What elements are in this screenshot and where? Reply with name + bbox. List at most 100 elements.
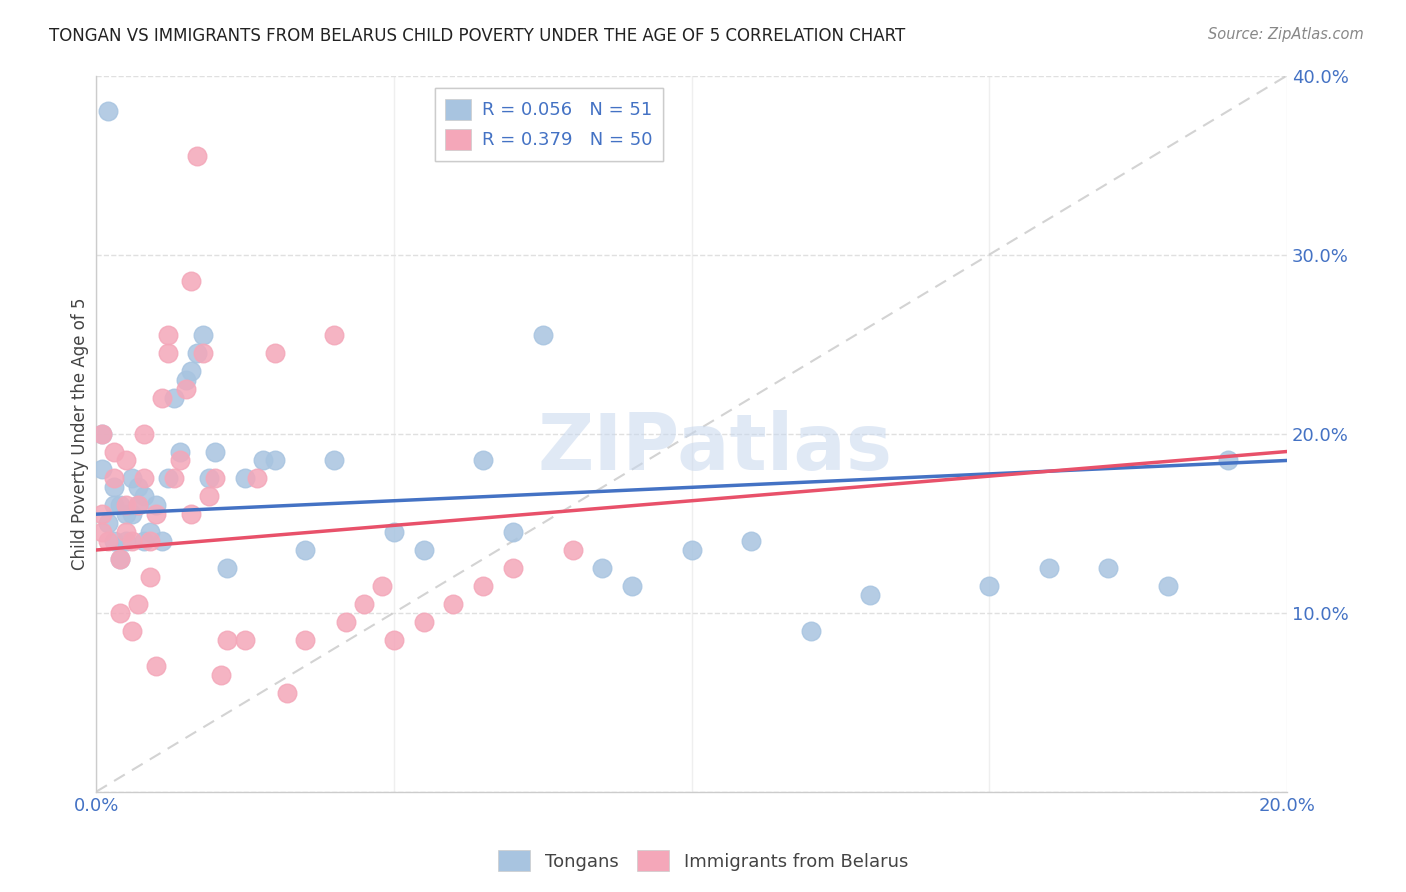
Point: [145, 659, 167, 673]
Point: [91, 507, 114, 521]
Point: [103, 534, 125, 549]
Point: [859, 588, 882, 602]
Point: [139, 534, 162, 549]
Point: [233, 632, 256, 647]
Point: [204, 471, 226, 485]
Point: [91, 525, 114, 540]
Point: [115, 498, 138, 512]
Point: [472, 453, 495, 467]
Point: [472, 579, 495, 593]
Point: [979, 579, 1001, 593]
Text: Source: ZipAtlas.com: Source: ZipAtlas.com: [1208, 27, 1364, 42]
Point: [115, 507, 138, 521]
Point: [621, 579, 644, 593]
Point: [145, 498, 167, 512]
Point: [209, 668, 232, 682]
Point: [174, 373, 197, 387]
Legend: Tongans, Immigrants from Belarus: Tongans, Immigrants from Belarus: [491, 843, 915, 879]
Legend: R = 0.056   N = 51, R = 0.379   N = 50: R = 0.056 N = 51, R = 0.379 N = 50: [434, 88, 662, 161]
Point: [121, 534, 143, 549]
Point: [145, 507, 167, 521]
Point: [108, 552, 131, 566]
Point: [198, 489, 221, 503]
Point: [217, 561, 239, 575]
Point: [91, 426, 114, 441]
Point: [323, 453, 346, 467]
Point: [139, 570, 162, 584]
Point: [335, 615, 357, 629]
Point: [681, 543, 703, 558]
Point: [217, 632, 239, 647]
Point: [115, 534, 138, 549]
Point: [180, 507, 202, 521]
Point: [382, 525, 405, 540]
Point: [371, 579, 394, 593]
Point: [252, 453, 274, 467]
Point: [186, 149, 208, 163]
Point: [443, 597, 465, 611]
Point: [740, 534, 762, 549]
Point: [156, 471, 179, 485]
Point: [246, 471, 269, 485]
Point: [169, 453, 191, 467]
Point: [97, 516, 120, 530]
Point: [323, 328, 346, 343]
Point: [108, 498, 131, 512]
Point: [412, 615, 434, 629]
Point: [103, 498, 125, 512]
Point: [156, 346, 179, 360]
Point: [115, 453, 138, 467]
Point: [127, 498, 149, 512]
Point: [174, 382, 197, 396]
Point: [294, 543, 316, 558]
Point: [198, 471, 221, 485]
Point: [294, 632, 316, 647]
Text: ZIPatlas: ZIPatlas: [538, 410, 893, 486]
Point: [353, 597, 375, 611]
Point: [186, 346, 208, 360]
Point: [276, 686, 298, 700]
Point: [150, 534, 173, 549]
Point: [97, 104, 120, 119]
Point: [108, 606, 131, 620]
Point: [180, 364, 202, 378]
Point: [162, 391, 184, 405]
Point: [127, 597, 149, 611]
Point: [263, 453, 285, 467]
Point: [132, 534, 155, 549]
Point: [132, 471, 155, 485]
Point: [108, 552, 131, 566]
Point: [97, 534, 120, 549]
Point: [1097, 561, 1119, 575]
Point: [91, 462, 114, 476]
Point: [180, 274, 202, 288]
Point: [91, 426, 114, 441]
Point: [193, 346, 215, 360]
Point: [169, 444, 191, 458]
Point: [156, 328, 179, 343]
Point: [1038, 561, 1060, 575]
Point: [103, 480, 125, 494]
Point: [121, 507, 143, 521]
Point: [162, 471, 184, 485]
Point: [115, 525, 138, 540]
Point: [233, 471, 256, 485]
Point: [121, 624, 143, 638]
Point: [531, 328, 554, 343]
Point: [103, 444, 125, 458]
Point: [150, 391, 173, 405]
Point: [591, 561, 613, 575]
Point: [127, 498, 149, 512]
Point: [132, 489, 155, 503]
Point: [139, 525, 162, 540]
Point: [132, 426, 155, 441]
Point: [412, 543, 434, 558]
Point: [561, 543, 583, 558]
Point: [103, 471, 125, 485]
Point: [127, 480, 149, 494]
Point: [382, 632, 405, 647]
Point: [800, 624, 823, 638]
Point: [502, 525, 524, 540]
Y-axis label: Child Poverty Under the Age of 5: Child Poverty Under the Age of 5: [72, 297, 89, 570]
Point: [1157, 579, 1180, 593]
